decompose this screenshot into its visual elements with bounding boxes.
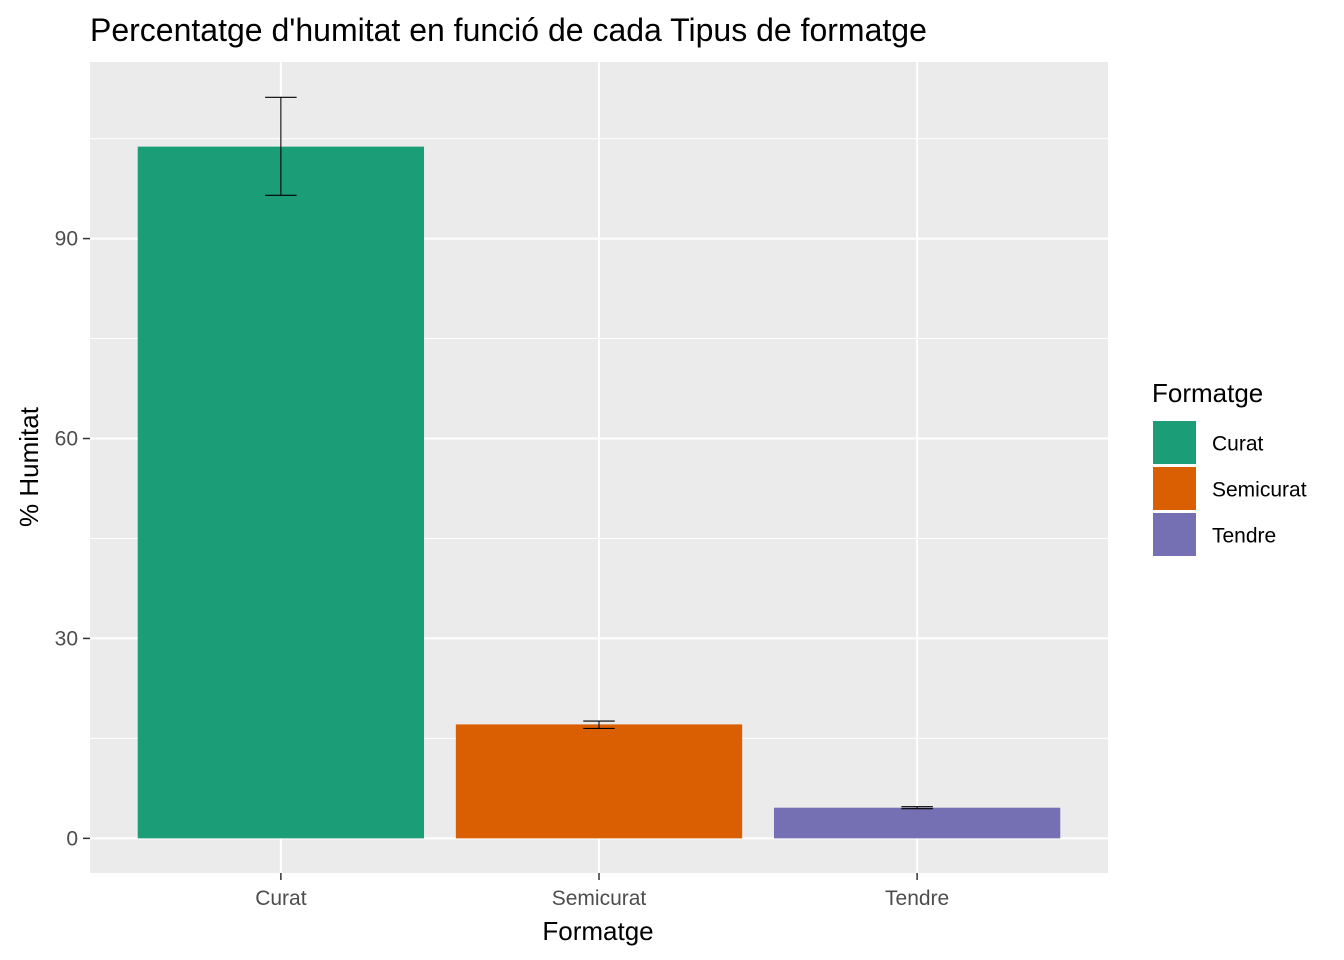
- y-axis-title: % Humitat: [14, 406, 44, 527]
- y-tick-label: 0: [66, 827, 78, 850]
- x-tick-label: Semicurat: [552, 887, 647, 910]
- bar-semicurat: [455, 724, 743, 839]
- legend: Formatge Curat Semicurat Tendre: [1152, 378, 1307, 556]
- y-tick-label: 60: [55, 428, 78, 451]
- legend-key: [1153, 513, 1196, 556]
- legend-key: [1153, 467, 1196, 510]
- y-axis: 0 30 60 90: [55, 228, 90, 850]
- error-bar-curat: [265, 96, 297, 196]
- legend-item-curat: Curat: [1153, 421, 1264, 464]
- chart-title: Percentatge d'humitat en funció de cada …: [90, 12, 927, 48]
- error-bar-tendre: [901, 806, 933, 810]
- error-bars: [265, 96, 933, 810]
- y-tick-label: 90: [55, 228, 78, 251]
- legend-key: [1153, 421, 1196, 464]
- error-bar-semicurat: [583, 720, 615, 729]
- legend-item-tendre: Tendre: [1153, 513, 1276, 556]
- legend-label: Semicurat: [1212, 479, 1307, 502]
- x-axis-title: Formatge: [542, 916, 653, 946]
- x-tick-label: Tendre: [885, 887, 949, 910]
- bar-curat: [137, 146, 425, 839]
- legend-item-semicurat: Semicurat: [1153, 467, 1307, 510]
- bar-tendre: [773, 807, 1061, 839]
- x-axis: Curat Semicurat Tendre: [255, 873, 949, 910]
- legend-label: Curat: [1212, 433, 1264, 456]
- y-tick-label: 30: [55, 627, 78, 650]
- x-tick-label: Curat: [255, 887, 307, 910]
- bars: [137, 146, 1061, 839]
- legend-title: Formatge: [1152, 378, 1263, 408]
- legend-label: Tendre: [1212, 525, 1276, 548]
